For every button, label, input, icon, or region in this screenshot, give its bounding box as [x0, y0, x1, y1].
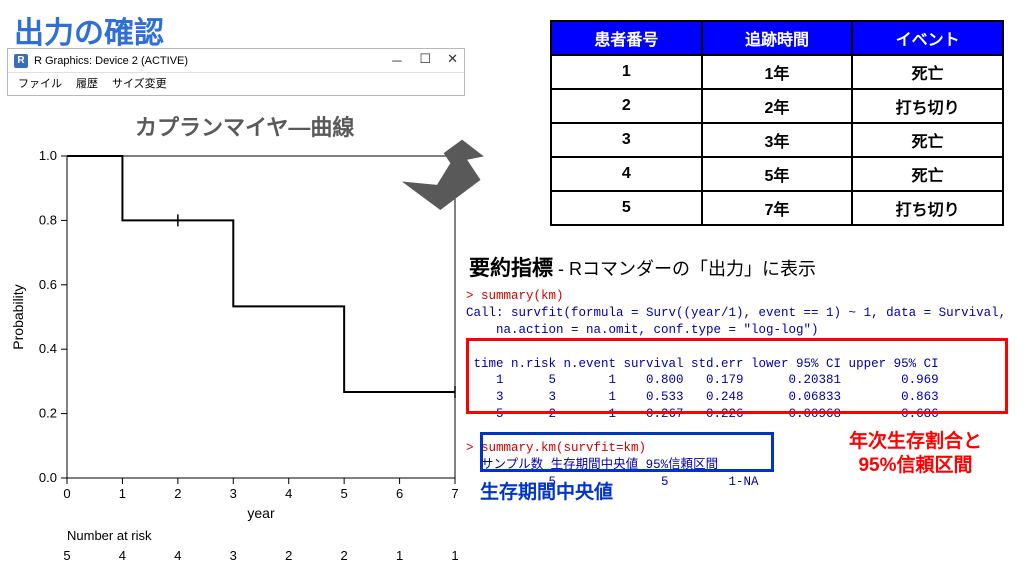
svg-text:2: 2 — [341, 548, 348, 563]
km-curve-label: カプランマイヤ―曲線 — [135, 110, 354, 142]
window-min-button[interactable]: － — [390, 51, 403, 70]
svg-text:1: 1 — [396, 548, 403, 563]
svg-text:3: 3 — [230, 548, 237, 563]
table-header: 追跡時間 — [702, 21, 853, 55]
table-cell: 1 — [551, 55, 702, 89]
window-titlebar: R R Graphics: Device 2 (ACTIVE) － ☐ ✕ — [8, 49, 464, 73]
table-cell: 死亡 — [852, 157, 1003, 191]
svg-text:4: 4 — [119, 548, 126, 563]
svg-text:0.4: 0.4 — [39, 341, 57, 356]
summary-heading: 要約指標 - Rコマンダーの「出力」に表示 — [469, 252, 816, 282]
window-close-button[interactable]: ✕ — [447, 51, 458, 70]
window-max-button[interactable]: ☐ — [419, 51, 431, 70]
table-cell: 5 — [551, 191, 702, 225]
blue-highlight-box — [480, 432, 774, 472]
arrow-icon — [400, 138, 484, 210]
svg-text:2: 2 — [174, 486, 181, 501]
patient-table: 患者番号追跡時間イベント 11年死亡22年打ち切り33年死亡45年死亡57年打ち… — [550, 20, 1004, 226]
svg-text:0.8: 0.8 — [39, 212, 57, 227]
table-row: 33年死亡 — [551, 123, 1003, 157]
table-cell: 1年 — [702, 55, 853, 89]
table-cell: 3年 — [702, 123, 853, 157]
svg-text:5: 5 — [63, 548, 70, 563]
menu-resize[interactable]: サイズ変更 — [112, 75, 167, 91]
svg-text:year: year — [247, 505, 275, 521]
svg-text:0.6: 0.6 — [39, 277, 57, 292]
table-cell: 7年 — [702, 191, 853, 225]
table-row: 11年死亡 — [551, 55, 1003, 89]
window-menubar: ファイル 履歴 サイズ変更 — [8, 73, 464, 95]
svg-text:0.0: 0.0 — [39, 470, 57, 485]
summary-heading-rest: - Rコマンダーの「出力」に表示 — [553, 259, 816, 279]
slide-title: 出力の確認 — [14, 8, 164, 52]
window-title: R Graphics: Device 2 (ACTIVE) — [34, 55, 188, 67]
svg-text:2: 2 — [285, 548, 292, 563]
menu-history[interactable]: 履歴 — [76, 75, 98, 91]
table-cell: 3 — [551, 123, 702, 157]
table-header: 患者番号 — [551, 21, 702, 55]
table-cell: 打ち切り — [852, 191, 1003, 225]
table-cell: 4 — [551, 157, 702, 191]
svg-text:1.0: 1.0 — [39, 148, 57, 163]
table-cell: 死亡 — [852, 55, 1003, 89]
table-cell: 2 — [551, 89, 702, 123]
table-row: 45年死亡 — [551, 157, 1003, 191]
svg-text:5: 5 — [341, 486, 348, 501]
svg-text:7: 7 — [451, 486, 458, 501]
svg-text:1: 1 — [119, 486, 126, 501]
table-header: イベント — [852, 21, 1003, 55]
table-cell: 2年 — [702, 89, 853, 123]
svg-text:3: 3 — [230, 486, 237, 501]
svg-text:4: 4 — [174, 548, 181, 563]
table-row: 57年打ち切り — [551, 191, 1003, 225]
menu-file[interactable]: ファイル — [18, 75, 62, 91]
annotation-median-survival: 生存期間中央値 — [480, 477, 613, 504]
svg-text:Number at risk: Number at risk — [67, 528, 152, 543]
table-cell: 5年 — [702, 157, 853, 191]
svg-text:4: 4 — [285, 486, 292, 501]
table-cell: 死亡 — [852, 123, 1003, 157]
r-graphics-window: R R Graphics: Device 2 (ACTIVE) － ☐ ✕ ファ… — [7, 48, 465, 96]
svg-text:1: 1 — [451, 548, 458, 563]
annotation-survival-rate: 年次生存割合と95%信頼区間 — [849, 430, 982, 478]
svg-text:0: 0 — [63, 486, 70, 501]
table-row: 22年打ち切り — [551, 89, 1003, 123]
red-highlight-box — [466, 338, 1008, 414]
svg-text:0.2: 0.2 — [39, 406, 57, 421]
summary-heading-bold: 要約指標 — [469, 257, 553, 280]
table-cell: 打ち切り — [852, 89, 1003, 123]
km-chart: 0.0 0.2 0.4 0.6 0.8 1.0 0 1 2 3 4 5 6 7 Probability yea… — [7, 148, 465, 570]
svg-text:Probability: Probability — [10, 284, 26, 349]
svg-text:6: 6 — [396, 486, 403, 501]
r-icon: R — [14, 54, 28, 68]
